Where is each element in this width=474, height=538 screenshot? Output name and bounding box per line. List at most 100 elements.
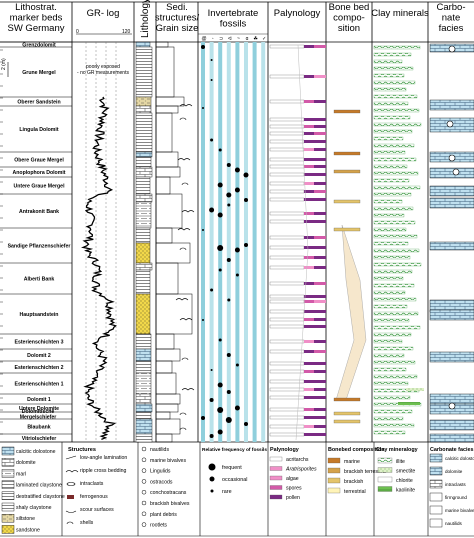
fossil-occurrence-dot <box>234 247 240 253</box>
palynology-acritarchs-bar <box>269 172 305 177</box>
palynology-spores-bar <box>304 45 314 48</box>
fossil-occurrence-dot <box>235 363 239 367</box>
legend-frequency-label: occasional <box>222 477 247 483</box>
clay-illite-bar <box>373 66 414 71</box>
unit-label: Sandige Pflanzenschiefer <box>8 244 71 250</box>
clay-illite-bar <box>373 157 417 162</box>
clay-illite-bar <box>373 101 409 106</box>
shell-icon <box>179 427 187 431</box>
legend-bonebed-swatch <box>327 457 341 464</box>
frequency-dot-icon <box>210 489 214 493</box>
carbonate-facies-block <box>429 309 474 321</box>
legend-clay-swatch <box>377 457 393 464</box>
clay-illite-bar <box>373 206 414 211</box>
header-invertebrate-fossils-line: Invertebrate <box>208 8 259 19</box>
palynology-pollen-bar <box>314 256 326 259</box>
shell-icon <box>179 412 187 416</box>
palynology-pollen-bar <box>314 182 326 185</box>
header-carbonate-facies-line: Carbo- <box>436 2 465 13</box>
fossil-occurrence-dot <box>226 192 232 198</box>
shell-icon <box>66 521 74 525</box>
fossil-occurrence-dot <box>218 338 222 342</box>
fossil-type-icon: ɑ <box>246 36 249 42</box>
fossil-occurrence-dot <box>234 167 240 173</box>
unit-label: Hauptsandstein <box>20 312 59 318</box>
palynology-pollen-bar <box>314 388 326 391</box>
legend-carbonate-label: calcitic dolostone <box>445 456 474 461</box>
clay-smectite-bar <box>406 388 424 391</box>
palynology-acritarchs-bar <box>269 324 305 329</box>
header-lithostratigraphy-line: SW Germany <box>7 23 64 34</box>
legend-structure-label: ferrogenous <box>80 494 108 500</box>
legend-palynology-swatch <box>269 475 283 481</box>
ripple-icon <box>177 228 191 231</box>
fossil-occurrence-dot <box>225 417 232 423</box>
palynology-spores-bar <box>304 198 314 201</box>
fossil-occurrence-dot <box>209 398 214 402</box>
palynology-pollen-bar <box>314 416 326 419</box>
legend-carbonate-swatch <box>429 466 443 476</box>
palynology-acritarchs-bar <box>269 317 305 322</box>
legend-lithology-label: laminated claystone <box>16 483 62 489</box>
carbonate-facies-block <box>429 167 474 179</box>
legend-lithology-swatch <box>1 458 15 467</box>
palynology-acritarchs-bar <box>269 255 305 260</box>
palynology-pollen-bar <box>314 310 326 313</box>
palynology-spores-bar <box>304 318 314 321</box>
lithology-bed <box>135 269 151 295</box>
gr-annotation: poorly exposed <box>86 64 120 70</box>
palynology-spores-bar <box>304 388 314 391</box>
legend-lithology-label: marl <box>16 471 26 477</box>
legend-bonebed-label: terrestrial <box>344 489 366 495</box>
header-sedimentary-structures-line: Sedi. <box>166 2 188 13</box>
palynology-acritarchs-bar <box>269 181 305 186</box>
shell-icon <box>181 357 189 361</box>
grain-size-bar <box>155 372 177 395</box>
palynology-spores-bar <box>304 310 314 313</box>
palynology-acritarchs-bar <box>269 245 305 250</box>
fossil-type-icon: ◦ <box>212 36 214 42</box>
legend-carbonate-swatch <box>429 479 443 489</box>
palynology-acritarchs-bar <box>269 189 305 194</box>
unit-label: Esterienschichten 3 <box>14 340 63 346</box>
lithology-bed <box>135 262 153 271</box>
lithology-bed <box>135 242 151 264</box>
palynology-acritarchs-bar <box>269 197 305 202</box>
legend-carbonate-label: marine bivalves <box>445 508 474 513</box>
lamination-icon <box>65 455 77 460</box>
palynology-spores-bar <box>304 125 314 128</box>
legend-carbonate-label: dolomite <box>445 469 463 474</box>
grain-size-bar <box>155 333 175 350</box>
legend-lithology-label: siltstone <box>16 516 35 522</box>
carbonate-facies-block <box>429 241 474 251</box>
legend-lithology-swatch <box>1 502 15 512</box>
header-sedimentary-structures-line: structures/ <box>155 13 200 24</box>
legend-lithology-swatch <box>1 446 15 456</box>
clay-illite-bar <box>373 52 412 57</box>
lithology-bed <box>135 112 153 153</box>
fossil-occurrence-dot <box>227 203 231 207</box>
nautilid-icon <box>452 168 460 176</box>
palynology-pollen-bar <box>314 190 326 193</box>
palynology-pollen-bar <box>314 318 326 321</box>
lithology-bed <box>135 293 151 335</box>
clay-kaolinite-bar <box>398 402 420 405</box>
unit-label: Anoplophora Dolomit <box>12 170 65 176</box>
palynology-pollen-bar <box>314 140 326 143</box>
clay-illite-bar <box>373 374 418 379</box>
carbonate-facies-block <box>429 393 474 405</box>
fossil-occurrence-dot <box>210 138 214 142</box>
clay-illite-bar <box>373 318 410 323</box>
fossil-band <box>201 42 205 442</box>
grain-size-bar <box>155 227 173 244</box>
fossil-legend-icon <box>141 489 147 495</box>
shell-icon <box>179 247 187 251</box>
palynology-acritarchs-bar <box>269 281 305 286</box>
palynology-pollen-bar <box>314 362 326 365</box>
header-lithostratigraphy-line: marker beds <box>10 13 63 24</box>
fossil-occurrence-dot <box>210 79 213 81</box>
palynology-spores-bar <box>304 75 314 78</box>
fossil-band <box>252 42 257 442</box>
palynology-acritarchs-bar <box>269 99 305 104</box>
palynology-acritarchs-bar <box>269 379 305 384</box>
